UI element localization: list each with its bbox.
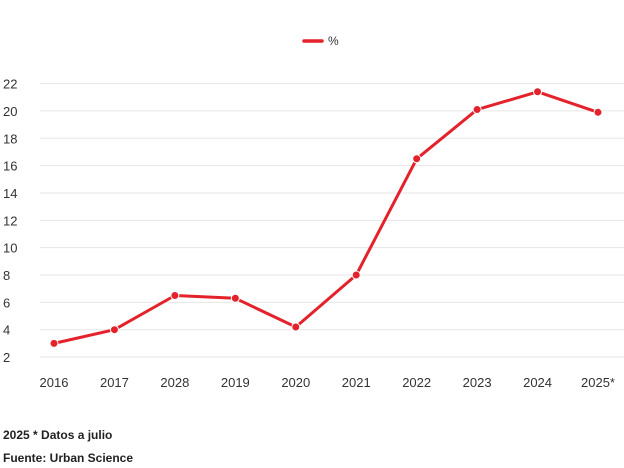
x-tick-label-2023: 2023 — [463, 375, 492, 390]
data-point-2019 — [230, 293, 240, 303]
series-line-0 — [52, 90, 600, 345]
data-point-2016 — [49, 338, 59, 348]
x-tick-label-2025*: 2025* — [581, 375, 615, 390]
data-point-2028 — [170, 291, 180, 301]
data-point-2017 — [109, 325, 119, 335]
y-tick-label-10: 10 — [3, 241, 17, 256]
chart-legend: % — [302, 34, 339, 48]
y-tick-label-18: 18 — [3, 131, 17, 146]
gridlines — [40, 83, 624, 358]
x-tick-label-2028: 2028 — [160, 375, 189, 390]
y-tick-label-4: 4 — [3, 323, 10, 338]
data-point-2023 — [472, 105, 482, 115]
y-tick-label-12: 12 — [3, 213, 17, 228]
x-tick-label-2021: 2021 — [342, 375, 371, 390]
x-tick-label-2024: 2024 — [523, 375, 552, 390]
x-tick-label-2017: 2017 — [100, 375, 129, 390]
x-tick-label-2022: 2022 — [402, 375, 431, 390]
y-tick-label-14: 14 — [3, 186, 17, 201]
y-tick-label-8: 8 — [3, 268, 10, 283]
x-tick-label-2020: 2020 — [281, 375, 310, 390]
footnote-data-note: 2025 * Datos a julio — [3, 428, 113, 442]
y-axis: 2 4 6 8 10 12 14 16 18 20 22 — [3, 77, 17, 365]
x-axis: 2016 2017 2028 2019 2020 2021 2022 2023 2024 2025… — [40, 375, 615, 390]
footnote-source: Fuente: Urban Science — [3, 451, 134, 465]
x-tick-label-2019: 2019 — [221, 375, 250, 390]
data-point-2024 — [533, 87, 543, 97]
data-point-2025* — [593, 107, 603, 117]
y-tick-label-2: 2 — [3, 350, 10, 365]
y-tick-label-20: 20 — [3, 104, 17, 119]
series-group — [49, 87, 603, 348]
y-tick-label-22: 22 — [3, 77, 17, 92]
x-tick-label-2016: 2016 — [40, 375, 69, 390]
data-point-2021 — [351, 270, 361, 280]
y-tick-label-16: 16 — [3, 159, 17, 174]
legend-label: % — [328, 34, 339, 48]
data-point-2020 — [291, 322, 301, 332]
y-tick-label-6: 6 — [3, 295, 10, 310]
data-point-2022 — [412, 154, 422, 164]
